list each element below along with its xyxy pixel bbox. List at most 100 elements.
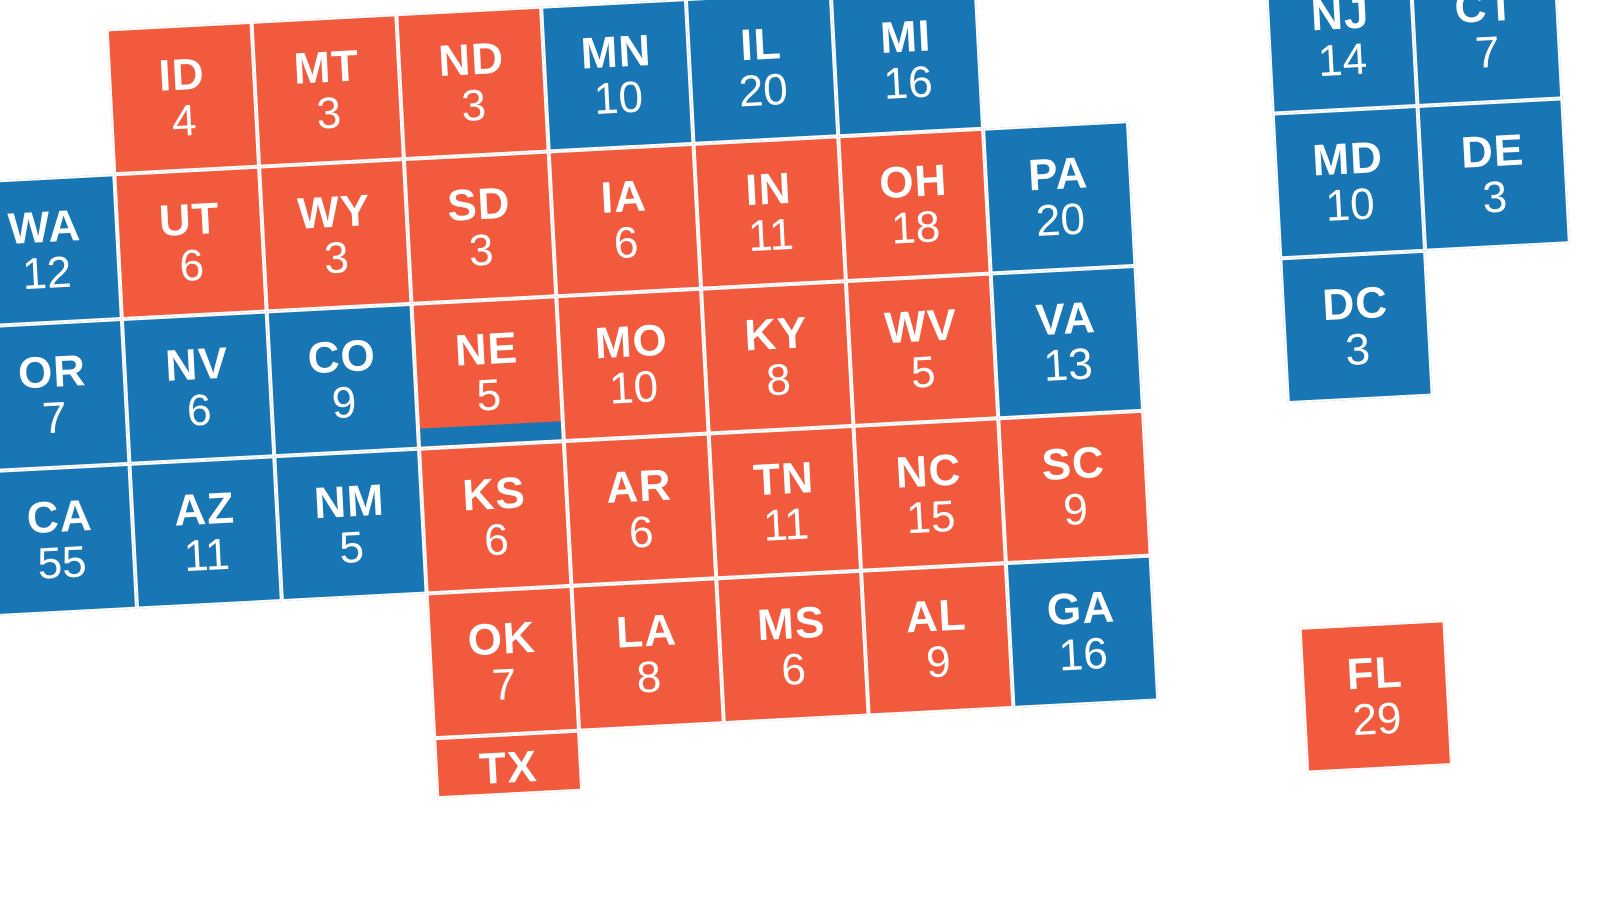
state-abbr: DC	[1321, 280, 1389, 327]
electoral-votes: 6	[178, 243, 205, 288]
electoral-votes: 6	[483, 518, 510, 563]
electoral-votes: 6	[613, 220, 640, 265]
state-abbr: MO	[594, 318, 669, 366]
state-tile-tn[interactable]: TN11	[709, 426, 861, 578]
state-tile-ct[interactable]: CT7	[1410, 0, 1562, 106]
state-tile-la[interactable]: LA8	[571, 578, 723, 730]
state-tile-ok[interactable]: OK7	[427, 586, 579, 738]
state-abbr: MD	[1311, 135, 1384, 183]
electoral-votes: 8	[635, 655, 662, 700]
electoral-votes: 20	[738, 67, 789, 114]
state-abbr: MT	[293, 44, 361, 91]
state-tile-de[interactable]: DE3	[1417, 98, 1569, 250]
electoral-cartogram: WINY29VT11ID4MT3ND3MN10IL20MI16NJ14CT7WA…	[0, 0, 1600, 898]
state-tile-va[interactable]: VA13	[991, 266, 1143, 418]
state-abbr: NV	[164, 341, 229, 388]
state-tile-pa[interactable]: PA20	[983, 121, 1135, 273]
state-abbr: GA	[1046, 585, 1116, 632]
state-abbr: MN	[580, 29, 653, 77]
state-abbr: AR	[605, 463, 673, 510]
state-abbr: IN	[744, 166, 792, 212]
state-abbr: KY	[743, 311, 808, 358]
electoral-votes: 4	[171, 98, 198, 143]
state-abbr: AL	[905, 593, 968, 640]
state-abbr: ND	[437, 36, 505, 83]
state-abbr: MI	[879, 14, 932, 61]
state-abbr: IA	[600, 174, 648, 220]
state-abbr: OR	[17, 349, 87, 396]
state-tile-ut[interactable]: UT6	[114, 167, 266, 319]
state-tile-oh[interactable]: OH18	[838, 129, 990, 281]
state-tile-mo[interactable]: MO10	[556, 289, 708, 441]
state-tile-nv[interactable]: NV6	[122, 311, 274, 463]
electoral-votes: 16	[882, 60, 933, 107]
state-abbr: NC	[895, 448, 963, 495]
state-tile-nm[interactable]: NM5	[274, 449, 426, 601]
electoral-votes: 15	[905, 494, 956, 541]
state-tile-ne[interactable]: NE5	[411, 296, 563, 448]
electoral-votes: 5	[910, 350, 937, 395]
electoral-votes: 6	[628, 510, 655, 555]
electoral-votes: 3	[1482, 175, 1509, 220]
electoral-votes: 3	[468, 228, 495, 273]
state-abbr: OK	[467, 615, 537, 662]
state-abbr: FL	[1346, 650, 1404, 697]
state-abbr: MS	[756, 600, 826, 647]
state-tile-il[interactable]: IL20	[686, 0, 838, 144]
electoral-votes: 9	[925, 640, 952, 685]
state-tile-wy[interactable]: WY3	[259, 159, 411, 311]
electoral-votes: 6	[780, 647, 807, 692]
electoral-votes: 16	[1058, 631, 1109, 678]
state-abbr: NE	[454, 326, 519, 373]
state-tile-ks[interactable]: KS6	[419, 441, 571, 593]
state-tile-mi[interactable]: MI16	[831, 0, 983, 136]
state-tile-mn[interactable]: MN10	[541, 0, 693, 151]
state-tile-ga[interactable]: GA16	[1006, 556, 1158, 708]
state-tile-sc[interactable]: SC9	[998, 411, 1150, 563]
state-abbr: WY	[297, 188, 372, 236]
state-tile-wv[interactable]: WV5	[846, 274, 998, 426]
state-tile-mt[interactable]: MT3	[251, 14, 403, 166]
state-tile-md[interactable]: MD10	[1273, 106, 1425, 258]
electoral-votes: 7	[491, 662, 518, 707]
electoral-votes: 3	[323, 236, 350, 281]
electoral-votes: 55	[36, 540, 87, 587]
state-tile-nj[interactable]: NJ14	[1265, 0, 1417, 114]
state-tile-nd[interactable]: ND3	[396, 7, 548, 159]
state-tile-nc[interactable]: NC15	[853, 418, 1005, 570]
state-abbr: LA	[615, 608, 678, 655]
electoral-votes: 5	[338, 525, 365, 570]
electoral-votes: 5	[475, 373, 502, 418]
electoral-votes: 29	[1351, 696, 1402, 743]
electoral-votes: 14	[1317, 37, 1368, 84]
state-abbr: SC	[1041, 440, 1106, 487]
electoral-votes: 10	[593, 75, 644, 122]
state-tile-ca[interactable]: CA55	[0, 464, 137, 616]
electoral-votes: 9	[331, 380, 358, 425]
electoral-votes: 7	[1474, 30, 1501, 75]
state-abbr: TN	[752, 456, 815, 503]
state-abbr: WV	[883, 303, 958, 351]
state-tile-ar[interactable]: AR6	[564, 434, 716, 586]
state-tile-tx[interactable]: TX	[434, 731, 582, 799]
state-tile-wa[interactable]: WA12	[0, 174, 122, 326]
state-tile-id[interactable]: ID4	[107, 22, 259, 174]
state-tile-ia[interactable]: IA6	[549, 144, 701, 296]
state-tile-co[interactable]: CO9	[267, 304, 419, 456]
electoral-votes: 9	[1062, 487, 1089, 532]
electoral-votes: 13	[1042, 342, 1093, 389]
state-abbr: OH	[878, 158, 948, 205]
state-tile-az[interactable]: AZ11	[129, 456, 281, 608]
state-tile-or[interactable]: OR7	[0, 319, 129, 471]
electoral-votes: 3	[316, 91, 343, 136]
electoral-votes: 6	[186, 388, 213, 433]
state-tile-ky[interactable]: KY8	[701, 281, 853, 433]
state-tile-fl[interactable]: FL29	[1300, 620, 1452, 772]
state-abbr: KS	[461, 471, 526, 518]
state-tile-in[interactable]: IN11	[693, 136, 845, 288]
state-tile-dc[interactable]: DC3	[1280, 251, 1432, 403]
state-tile-sd[interactable]: SD3	[404, 151, 556, 303]
electoral-votes: 7	[41, 396, 68, 441]
state-tile-al[interactable]: AL9	[861, 563, 1013, 715]
state-tile-ms[interactable]: MS6	[716, 571, 868, 723]
